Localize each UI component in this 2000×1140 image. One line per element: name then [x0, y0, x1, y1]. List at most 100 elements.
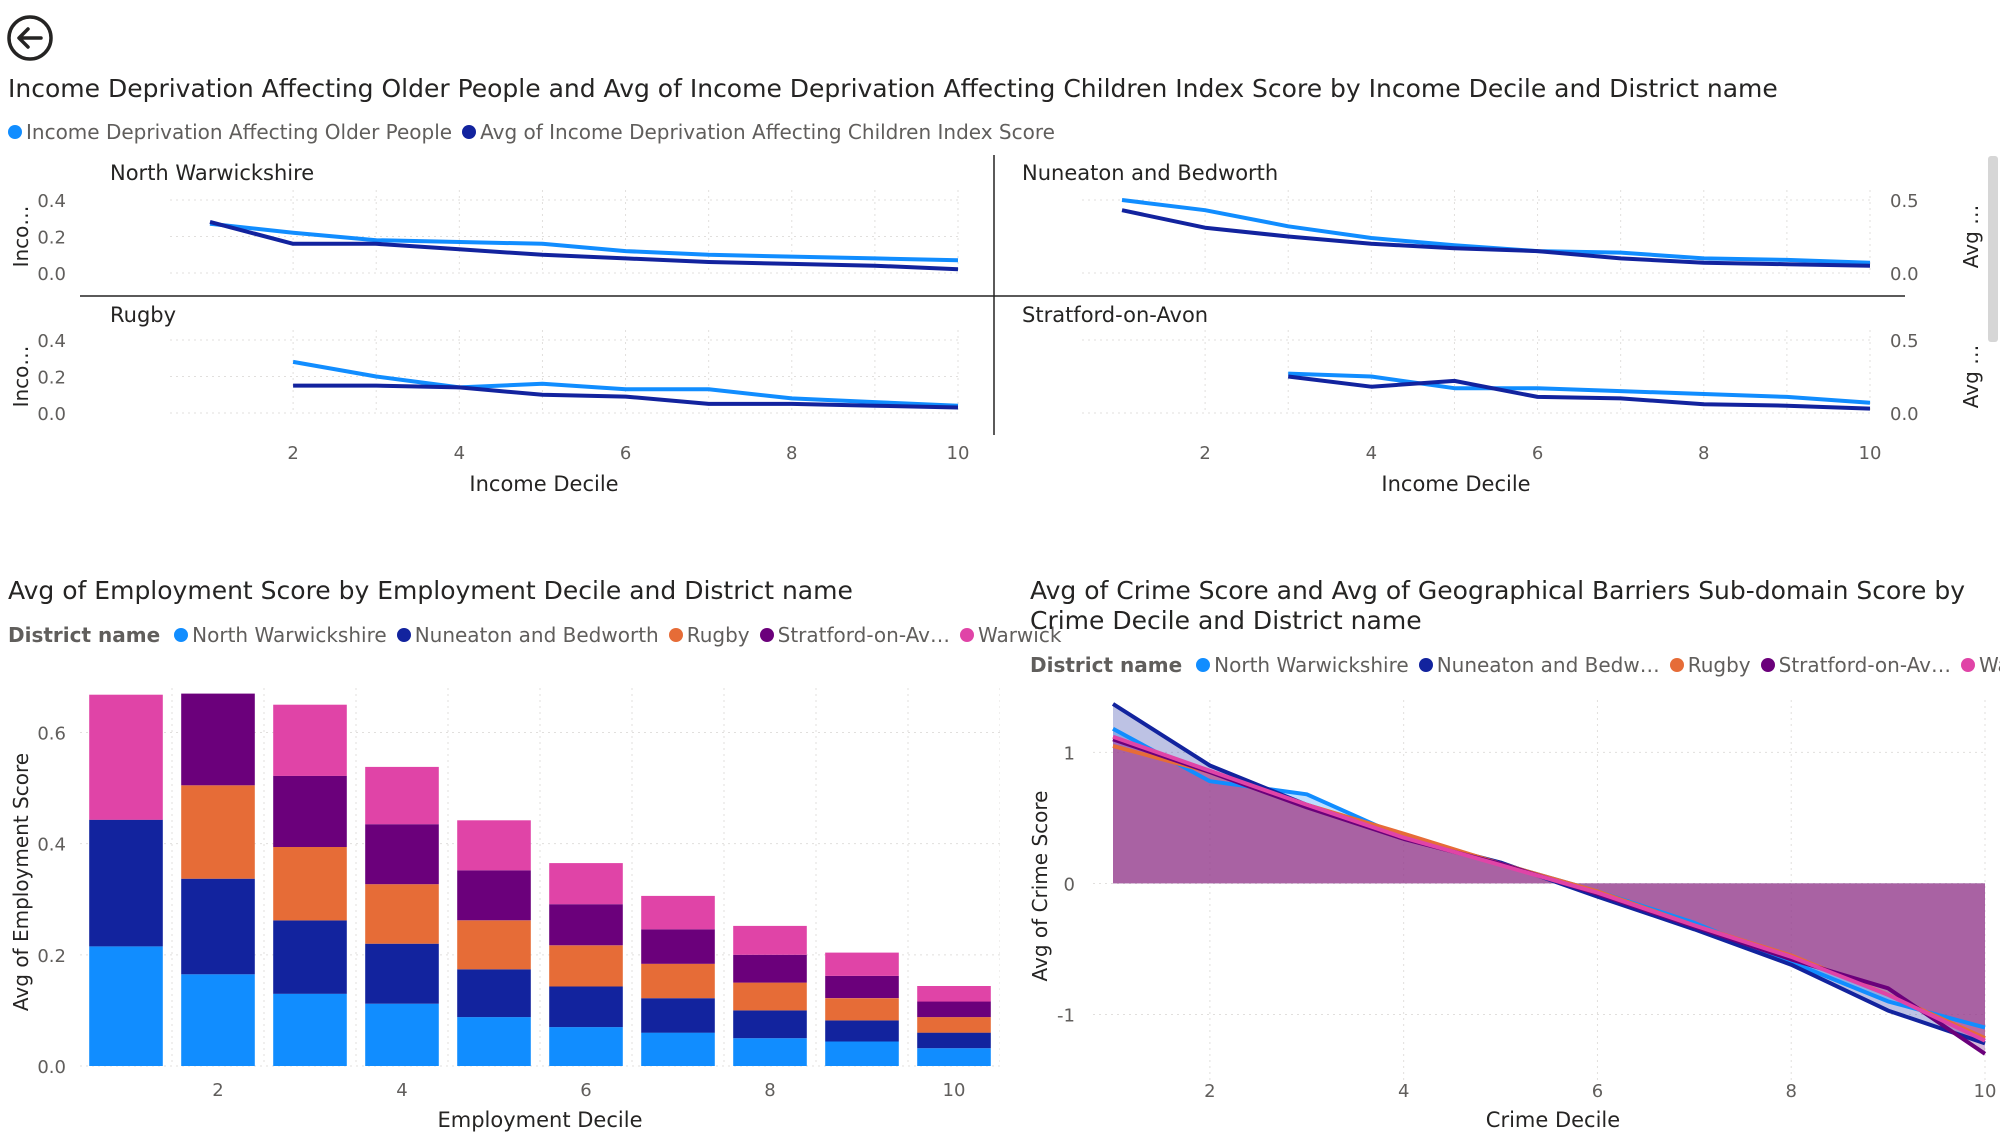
legend-label: Avg of Income Deprivation Affecting Chil… [480, 120, 1055, 144]
series-line-older [209, 221, 959, 263]
bar-segment [733, 982, 807, 1011]
y-tick-label: 0.0 [37, 404, 66, 425]
legend-marker [396, 628, 411, 642]
legend-marker [174, 628, 189, 642]
series-line-older [1288, 371, 1871, 405]
bar-segment [917, 1001, 991, 1018]
back-arrow-icon [7, 15, 53, 61]
legend-item-children[interactable]: Avg of Income Deprivation Affecting Chil… [462, 120, 1055, 144]
bar-segment [549, 904, 623, 946]
legend-marker [1196, 658, 1211, 672]
legend-label: Income Deprivation Affecting Older Peopl… [26, 120, 453, 144]
bar-segment [825, 975, 899, 999]
panel-title: Rugby [110, 303, 176, 327]
bar-segment [917, 986, 991, 1002]
x-tick-label: 6 [580, 1080, 591, 1101]
legend-item[interactable]: North Warwickshire [174, 623, 387, 647]
legend-marker [1960, 658, 1975, 672]
x-axis-title: Crime Decile [1486, 1108, 1620, 1132]
bar-segment [273, 704, 347, 776]
y-tick-label: 0.0 [1890, 264, 1919, 285]
back-button[interactable] [6, 14, 54, 62]
scrollbar[interactable] [1988, 156, 1998, 342]
panel-title: Nuneaton and Bedworth [1022, 161, 1278, 185]
x-tick-label: 4 [1398, 1081, 1409, 1102]
bar-segment [733, 954, 807, 983]
x-tick-label: 6 [1532, 443, 1543, 464]
legend-item[interactable]: Rugby [668, 623, 750, 647]
series-area [1113, 703, 1985, 1044]
legend-label: Rugby [1687, 653, 1751, 677]
series-line-children [1287, 374, 1871, 411]
bar-segment [917, 1017, 991, 1033]
x-tick-label: 10 [1974, 1081, 1997, 1102]
legend-item[interactable]: Stratford-on-Av… [1760, 653, 1951, 677]
bar-segment [641, 1032, 715, 1066]
bar-segment [365, 824, 439, 885]
legend-item[interactable]: North Warwickshire [1196, 653, 1409, 677]
bar-segment [457, 820, 531, 871]
legend-item[interactable]: Stratford-on-Av… [759, 623, 950, 647]
bar-segment [181, 878, 255, 975]
y-tick-label: 0.0 [37, 1057, 66, 1078]
bar-segment [273, 993, 347, 1066]
y-axis-title: Avg of Employment Score [9, 753, 33, 1011]
x-tick-label: 2 [212, 1080, 223, 1101]
bar-segment [273, 847, 347, 921]
bar-segment [549, 1027, 623, 1066]
bar-segment [457, 920, 531, 970]
x-axis-title: Employment Decile [438, 1108, 643, 1132]
legend-item[interactable]: Rugby [1669, 653, 1751, 677]
employment-chart-legend[interactable]: District name North Warwickshire Nuneaton… [8, 623, 1071, 647]
bar-segment [917, 1048, 991, 1066]
y-tick-label: 0 [1064, 874, 1075, 895]
bar-segment [365, 1003, 439, 1066]
y-tick-label: 0.4 [37, 835, 66, 856]
income-small-multiples-chart[interactable]: North Warwickshire0.00.20.4Inco…Nuneaton… [0, 150, 2000, 510]
crime-chart-title: Avg of Crime Score and Avg of Geographic… [1030, 576, 1965, 635]
legend-item[interactable]: Nuneaton and Bedw… [1418, 653, 1660, 677]
y-tick-label: -1 [1057, 1005, 1075, 1026]
panel-title: Stratford-on-Avon [1022, 303, 1208, 327]
y-axis-title-left: Inco… [9, 346, 33, 408]
legend-marker [759, 628, 774, 642]
crime-chart-legend[interactable]: District name North Warwickshire Nuneaton… [1030, 653, 2000, 677]
legend-item-older[interactable]: Income Deprivation Affecting Older Peopl… [8, 120, 452, 144]
legend-label: Nuneaton and Bedw… [1436, 653, 1660, 677]
x-tick-label: 6 [1592, 1081, 1603, 1102]
legend-label: Stratford-on-Av… [777, 623, 950, 647]
series-line-children [209, 219, 959, 272]
bar-segment [825, 1020, 899, 1042]
legend-item[interactable]: Warwick [1960, 653, 2000, 677]
legend-label: Warwick [1978, 653, 2000, 677]
legend-marker [8, 125, 22, 139]
legend-title: District name [1030, 653, 1183, 677]
y-tick-label: 0.2 [37, 368, 66, 389]
legend-marker [1760, 658, 1775, 672]
bar-segment [825, 952, 899, 976]
bar-segment [89, 819, 163, 947]
x-tick-label: 4 [454, 443, 465, 464]
y-tick-label: 0.2 [37, 228, 66, 249]
x-tick-label: 8 [764, 1080, 775, 1101]
bar-segment [825, 998, 899, 1021]
bar-segment [641, 963, 715, 999]
legend-marker [1669, 658, 1684, 672]
employment-stacked-bar-chart[interactable]: 0.0 0.2 0.4 0.6 2 4 6 8 10 Employment Decile Avg o… [0, 660, 1000, 1140]
legend-label: Warwick [977, 623, 1062, 647]
legend-item[interactable]: Warwick [959, 623, 1062, 647]
y-tick-label: 0.4 [37, 191, 66, 212]
legend-label: North Warwickshire [1214, 653, 1409, 677]
income-chart-legend[interactable]: Income Deprivation Affecting Older Peopl… [8, 120, 1065, 144]
legend-item[interactable]: Nuneaton and Bedworth [396, 623, 659, 647]
series-area [1113, 736, 1985, 1041]
bar-segment [365, 766, 439, 825]
y-tick-label: 0.0 [37, 264, 66, 285]
x-tick-label: 10 [1859, 443, 1882, 464]
y-axis-title-left: Inco… [9, 206, 33, 268]
x-tick-label: 2 [287, 443, 298, 464]
bar-segment [89, 694, 163, 820]
legend-label: Rugby [686, 623, 750, 647]
x-tick-label: 10 [947, 443, 970, 464]
